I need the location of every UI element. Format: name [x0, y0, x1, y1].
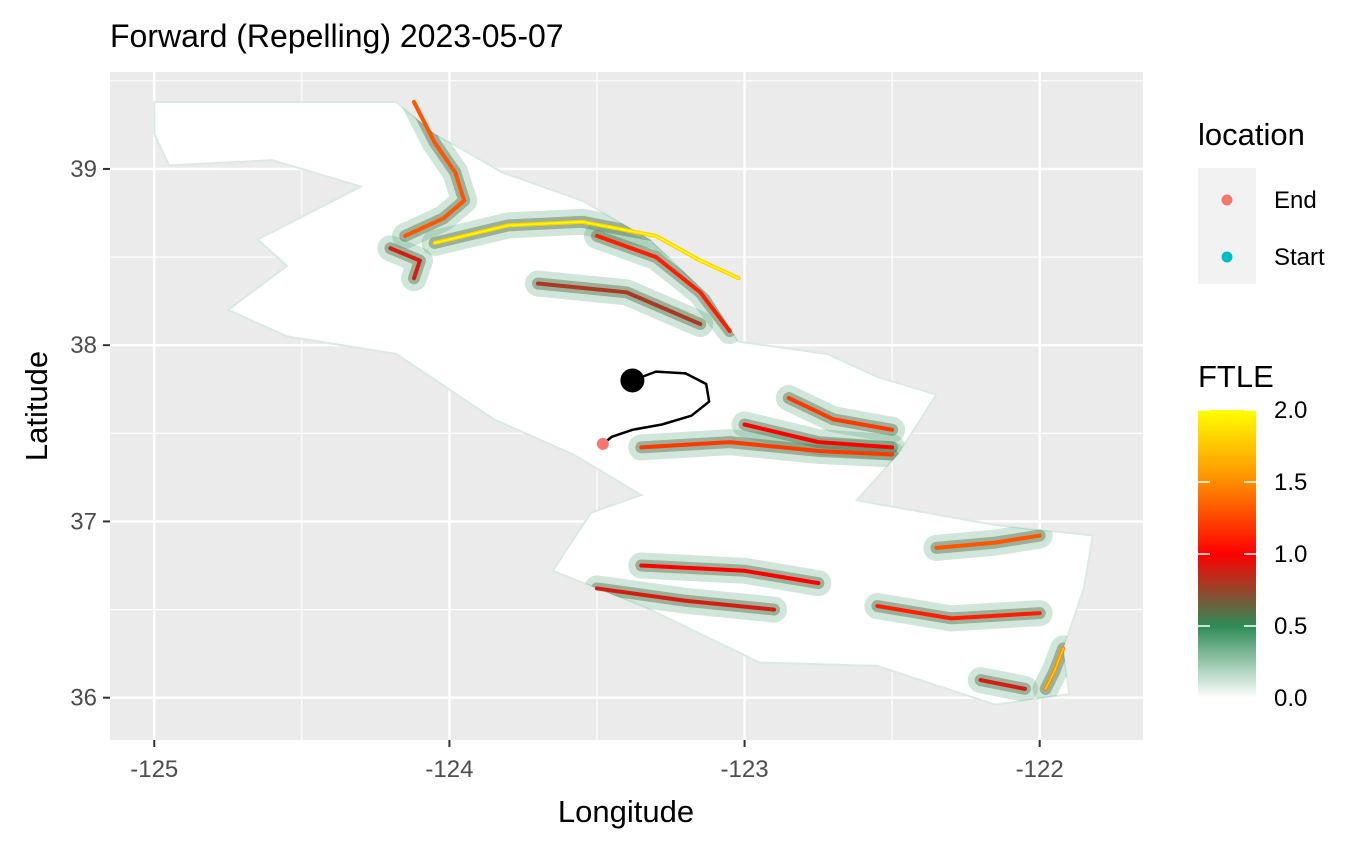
- ftle-legend-title: FTLE: [1198, 359, 1274, 394]
- ftle-ridge: [742, 422, 895, 450]
- ftle-ridge-core: [433, 221, 740, 279]
- y-tick-label: 39: [70, 156, 97, 183]
- ftle-tick-label: 0.5: [1274, 613, 1307, 640]
- x-axis-ticks: -125 -124 -123 -122: [130, 740, 1064, 783]
- location-legend-key-start: [1221, 251, 1233, 263]
- ftle-tick-label: 2.0: [1274, 397, 1307, 424]
- chart-title: Forward (Repelling) 2023-05-07: [110, 18, 564, 54]
- ftle-ridges: [388, 99, 1066, 691]
- y-axis-ticks: 36 37 38 39: [70, 156, 110, 712]
- ftle-ridge: [875, 604, 1042, 621]
- x-tick-label: -125: [130, 756, 178, 783]
- ftle-ridge: [594, 586, 777, 612]
- ftle-ridge: [639, 563, 821, 586]
- y-tick-label: 36: [70, 685, 97, 712]
- location-legend-title: location: [1198, 117, 1305, 152]
- ftle-ridge: [535, 281, 703, 327]
- trajectory-path: [602, 370, 711, 445]
- ftle-ridge: [403, 99, 467, 238]
- trajectory: [596, 368, 711, 450]
- ftle-ridge: [786, 396, 895, 432]
- ftle-ridge: [934, 533, 1042, 550]
- x-tick-label: -124: [425, 756, 473, 783]
- ftle-ridge: [594, 233, 732, 334]
- ftle-legend: FTLE 0.0 0.5 1.0 1.5 2.0: [1198, 359, 1307, 712]
- x-axis-title: Longitude: [558, 794, 694, 829]
- ftle-tick-label: 1.5: [1274, 469, 1307, 496]
- x-tick-label: -122: [1016, 756, 1064, 783]
- location-legend-label-end: End: [1274, 187, 1317, 214]
- trajectory-start-marker: [620, 368, 645, 393]
- y-tick-label: 37: [70, 508, 97, 535]
- y-tick-label: 38: [70, 332, 97, 359]
- ftle-tick-label: 0.0: [1274, 685, 1307, 712]
- x-tick-label: -123: [721, 756, 769, 783]
- location-legend-key-bg: [1198, 168, 1256, 284]
- ftle-ridge: [978, 678, 1027, 691]
- location-legend: location End Start: [1198, 117, 1325, 284]
- ftle-domain: [153, 100, 1094, 706]
- ftle-tick-label: 1.0: [1274, 541, 1307, 568]
- y-axis-title: Latitude: [19, 351, 54, 461]
- ftle-ridge-core: [1044, 647, 1065, 690]
- location-legend-key-end: [1221, 194, 1233, 206]
- trajectory-end-point: [596, 437, 609, 450]
- ftle-ridge: [639, 440, 895, 457]
- location-legend-label-start: Start: [1274, 244, 1325, 271]
- ftle-ridge: [388, 246, 422, 281]
